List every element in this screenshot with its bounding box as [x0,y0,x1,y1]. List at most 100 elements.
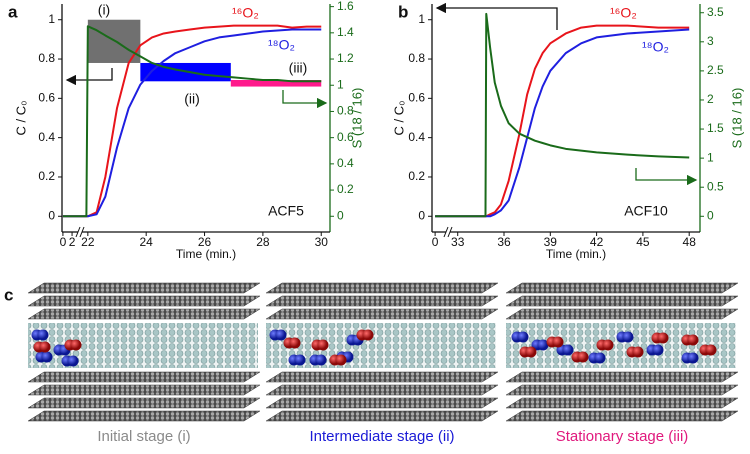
axis-break [75,226,81,238]
oxygen-atom [67,355,79,367]
y2-tick-label: 0.2 [337,182,354,196]
graphene-sheet [27,371,261,383]
y2-tick-label: 3.5 [707,5,724,19]
y-tick-label: 0.4 [38,130,55,144]
oxygen-atom [525,346,537,358]
y2-tick-label: 0.4 [337,156,354,170]
y2-tick-label: 0 [707,208,714,222]
graphene-sheet [505,384,739,396]
region-label: (ii) [184,91,200,107]
graphene-sheet [265,295,499,307]
series-line [62,28,322,218]
graphene-sheet [27,295,261,307]
y-tick-label: 0.2 [38,169,55,183]
series-line [435,12,690,218]
axis-arrow [435,2,558,30]
graphene-sheet [505,308,739,320]
oxygen-atom [70,339,82,351]
x-tick-label: 2 [69,235,76,249]
graphene-sheet [265,384,499,396]
series-label: ¹⁶O₂ [610,5,637,21]
y-tick-label: 1 [418,12,425,26]
y2-tick-label: 0.8 [337,104,354,118]
graphene-sheet [27,308,261,320]
graphene-sheet [27,397,261,409]
axis-break [79,226,85,238]
graphene-sheet [265,371,499,383]
oxygen-atom [517,331,529,343]
oxygen-atom [622,331,634,343]
y2-tick-label: 0.5 [707,179,724,193]
y-tick-label: 0.8 [408,51,425,65]
y2-tick-label: 1.2 [337,51,354,65]
graphene-sheet [27,384,261,396]
panel-label: a [8,2,18,21]
axis-break [447,226,453,238]
graphene-sheet [27,410,261,422]
y-tick-label: 1 [48,12,55,26]
y-axis-label: C / C₀ [391,100,406,135]
x-tick-label: 0 [60,235,67,249]
y-tick-label: 0.4 [408,130,425,144]
series-line [435,28,690,218]
axis-arrow [282,90,328,109]
x-tick-label: 26 [198,235,212,249]
oxygen-atom [362,329,374,341]
oxygen-atom [602,339,614,351]
oxygen-atom [657,332,669,344]
stage-caption: Stationary stage (iii) [556,428,689,445]
x-tick-label: 0 [432,235,439,249]
y2-tick-label: 1.4 [337,25,354,39]
x-tick-label: 28 [256,235,270,249]
region [230,80,322,87]
annotation: ACF5 [268,203,304,219]
y2-tick-label: 1 [337,77,344,91]
panel-label: c [4,285,13,304]
y-tick-label: 0.8 [38,51,55,65]
oxygen-atom [315,354,327,366]
graphene-sheet [265,308,499,320]
y2-axis-label: S (18 / 16) [729,88,744,149]
y-tick-label: 0.6 [408,91,425,105]
region-label: (iii) [289,60,308,76]
oxygen-atom [275,329,287,341]
panel-label: b [398,2,408,21]
oxygen-atom [652,344,664,356]
graphene-sheet [505,371,739,383]
series-label: ¹⁸O₂ [642,39,669,55]
oxygen-atom [335,354,347,366]
oxygen-atom [537,339,549,351]
oxygen-atom [294,354,306,366]
x-tick-label: 45 [636,235,650,249]
x-tick-label: 48 [683,235,697,249]
x-axis-label: Time (min.) [546,247,606,261]
axis-break [443,226,449,238]
series-label: ¹⁸O₂ [268,37,295,53]
y2-tick-label: 2.5 [707,63,724,77]
x-tick-label: 42 [590,235,604,249]
y2-tick-label: 2 [707,92,714,106]
series-line [62,25,322,218]
stage-caption: Initial stage (i) [97,428,190,445]
oxygen-atom [317,339,329,351]
oxygen-atom [41,351,53,363]
oxygen-atom [289,337,301,349]
y2-tick-label: 0 [337,208,344,222]
y2-tick-label: 3 [707,34,714,48]
y2-tick-label: 1.6 [337,0,354,13]
oxygen-atom [39,341,51,353]
region-label: (i) [98,2,110,18]
graphene-sheet [505,410,739,422]
y2-tick-label: 1.5 [707,121,724,135]
graphene-sheet [265,397,499,409]
x-tick-label: 36 [497,235,511,249]
graphene-sheet [505,282,739,294]
oxygen-atom [577,351,589,363]
oxygen-atom [562,344,574,356]
graphene-sheet [505,295,739,307]
x-tick-label: 24 [140,235,154,249]
y-tick-label: 0.2 [408,169,425,183]
oxygen-atom [37,329,49,341]
